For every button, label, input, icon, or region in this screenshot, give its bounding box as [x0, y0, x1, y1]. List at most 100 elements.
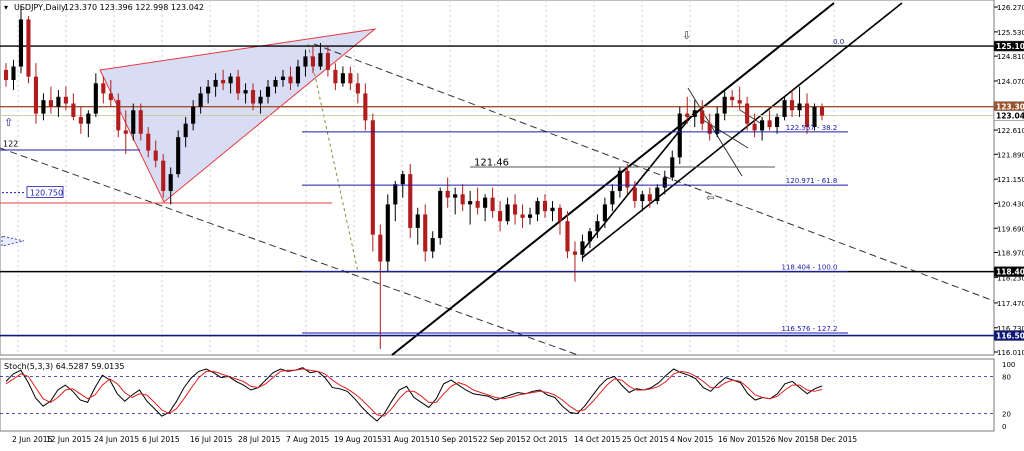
candle-body — [385, 204, 390, 262]
y-tick-label: 116.010 — [997, 349, 1024, 357]
annotations: 121.46 120.750 122 — [2, 140, 509, 199]
y-tick-label: 116.730 — [997, 325, 1024, 333]
price-marker-label: 118.400 — [996, 268, 1024, 277]
candle-body — [632, 187, 637, 202]
channel-upper — [391, 2, 835, 356]
candles — [3, 5, 825, 349]
candle-body — [572, 251, 578, 255]
candle-body — [640, 194, 645, 202]
candle-body — [468, 201, 473, 205]
x-tick-label: 8 Dec 2015 — [814, 435, 857, 444]
candle-body — [183, 123, 188, 138]
candle-body — [378, 234, 383, 262]
fib-label: 118.404 - 100.0 — [782, 264, 838, 272]
stoch-y-tick-label: 0 — [1002, 423, 1006, 431]
chart-symbol: USDJPY,Daily — [14, 3, 66, 12]
candle-body — [707, 123, 712, 134]
price-marker-label: 123.042 — [996, 112, 1024, 121]
annotation-12146: 121.46 — [474, 158, 509, 169]
up-arrow-icon: ⇧ — [4, 116, 13, 129]
candle-body — [48, 100, 53, 107]
candle-body — [789, 100, 795, 111]
candle-body — [400, 174, 405, 185]
fib-levels: 0.0 122.557 - 38.2 120.971 - 61.8 118.404 -… — [302, 38, 848, 334]
candle-body — [340, 73, 345, 84]
annotation-122: 122 — [3, 140, 18, 149]
candle-body — [692, 110, 697, 117]
x-tick-label: 7 Aug 2015 — [286, 435, 329, 444]
y-tick-label: 126.270 — [997, 4, 1024, 12]
candle-body — [542, 201, 548, 212]
candle-body — [86, 113, 91, 124]
price-marker-label: 123.305 — [996, 103, 1024, 112]
candle-body — [527, 214, 533, 218]
candle-body — [677, 113, 682, 158]
candle-body — [243, 90, 248, 94]
candle-body — [325, 53, 330, 70]
y-tick-label: 122.610 — [997, 127, 1024, 135]
candle-body — [760, 120, 765, 131]
candle-body — [797, 103, 802, 111]
candle-body — [355, 83, 360, 94]
candle-body — [580, 241, 585, 255]
price-marker-label: 116.500 — [996, 332, 1024, 341]
candle-body — [228, 76, 233, 84]
candle-body — [393, 184, 398, 205]
candle-body — [483, 197, 488, 208]
y-tick-label: 118.970 — [997, 249, 1024, 257]
candle-body — [11, 66, 16, 80]
price-marker-tag — [993, 266, 1024, 277]
candle-body — [206, 86, 211, 94]
channel-lower — [582, 112, 695, 251]
stoch-panel — [0, 358, 995, 432]
candle-body — [490, 197, 495, 212]
candle-body — [535, 201, 540, 215]
candle-body — [250, 90, 256, 104]
candle-body — [363, 93, 368, 121]
fib-diagonal — [307, 43, 359, 273]
descending-trendline-upper — [313, 43, 995, 302]
candle-body — [408, 174, 413, 228]
candle-body — [18, 19, 24, 67]
candle-body — [33, 76, 39, 114]
stochastic-oscillator: 100 80 20 0 — [0, 361, 1015, 431]
price-markers: 125.108 123.305123.042 118.400 116.500 — [993, 40, 1024, 341]
candle-body — [56, 96, 61, 107]
candle-body — [78, 116, 83, 124]
candle-body — [662, 177, 667, 188]
y-tick-label: 125.530 — [997, 29, 1024, 37]
down-arrow-icon: ⇩ — [682, 29, 691, 42]
chart-ohlc: 123.370 123.396 122.998 123.042 — [64, 3, 204, 12]
x-tick-label: 26 Nov 2015 — [766, 435, 814, 444]
annotation-box-120750 — [26, 186, 64, 199]
candle-body — [168, 174, 173, 191]
price-panel — [0, 0, 995, 356]
triangle-marker-icon — [1, 235, 25, 247]
candle-body — [587, 231, 592, 242]
y-tick-label: 118.230 — [997, 274, 1024, 282]
candle-body — [333, 69, 338, 84]
candle-body — [617, 170, 622, 191]
x-tick-label: 16 Jul 2015 — [190, 435, 233, 444]
candle-body — [161, 160, 166, 191]
candle-body — [146, 133, 151, 151]
candle-body — [550, 207, 555, 212]
candle-body — [176, 137, 181, 175]
candle-body — [280, 76, 286, 80]
stoch-y-tick-label: 100 — [1002, 361, 1015, 369]
candle-body — [370, 120, 375, 235]
candle-body — [782, 100, 787, 117]
price-marker-tag — [993, 40, 1024, 52]
candle-body — [715, 113, 720, 134]
candle-body — [191, 106, 196, 124]
x-tick-label: 22 Sep 2015 — [478, 435, 526, 444]
y-tick-label: 121.890 — [997, 151, 1024, 159]
y-tick-label: 117.470 — [997, 300, 1024, 308]
x-tick-label: 25 Oct 2015 — [622, 435, 669, 444]
candle-body — [438, 190, 443, 239]
candle-body — [812, 106, 817, 128]
candle-body — [93, 83, 98, 114]
candle-body — [71, 103, 76, 117]
candle-body — [423, 214, 428, 252]
